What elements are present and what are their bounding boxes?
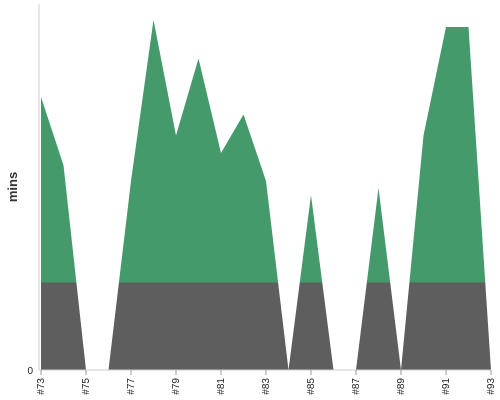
x-tick-label: #77: [126, 378, 137, 395]
x-tick-label: #73: [36, 378, 47, 395]
y-tick-label: 0: [27, 366, 33, 377]
plot-area: [41, 20, 491, 370]
x-tick-label: #83: [261, 378, 272, 395]
x-tick-label: #91: [441, 378, 452, 395]
x-tick-label: #87: [351, 378, 362, 395]
y-axis-label: mins: [5, 172, 20, 202]
x-tick-label: #79: [171, 378, 182, 395]
x-ticks: #73 #75 #77 #79 #81 #83 #85 #87 #89 #91 #93: [36, 370, 497, 395]
x-tick-label: #89: [396, 378, 407, 395]
area-below-threshold: [41, 282, 491, 370]
x-tick-label: #81: [216, 378, 227, 395]
x-tick-label: #85: [306, 378, 317, 395]
x-tick-label: #75: [81, 378, 92, 395]
area-series: [41, 20, 486, 283]
x-tick-label: #93: [486, 378, 497, 395]
